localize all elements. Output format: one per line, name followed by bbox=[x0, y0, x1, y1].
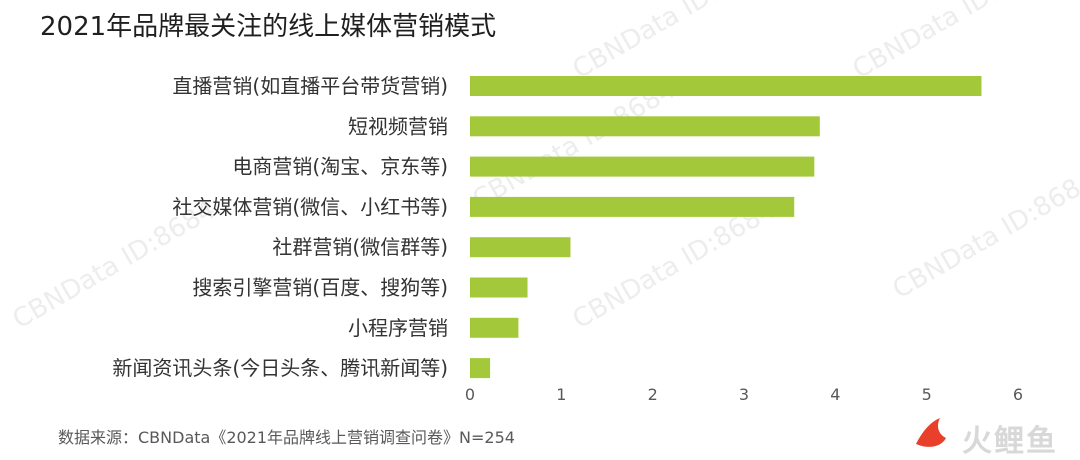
source-note: 数据来源：CBNData《2021年品牌线上营销调查问卷》N=254 bbox=[58, 428, 515, 447]
x-axis-tick-labels: 0 1 2 3 4 5 6 bbox=[465, 385, 1023, 404]
brand-logo: 火鲤鱼 bbox=[912, 410, 1056, 459]
bar bbox=[470, 76, 982, 96]
category-label: 短视频营销 bbox=[348, 114, 448, 138]
bar bbox=[470, 196, 795, 217]
category-label: 社交媒体营销(微信、小红书等) bbox=[172, 195, 448, 219]
category-label: 小程序营销 bbox=[348, 316, 448, 340]
category-label: 新闻资讯头条(今日头条、腾讯新闻等) bbox=[112, 356, 448, 380]
x-tick-label: 2 bbox=[648, 385, 658, 404]
category-label: 直播营销(如直播平台带货营销) bbox=[172, 74, 448, 98]
bars bbox=[470, 76, 982, 379]
bar bbox=[470, 317, 519, 338]
bar bbox=[470, 277, 528, 298]
x-tick-label: 5 bbox=[922, 385, 932, 404]
category-label: 电商营销(淘宝、京东等) bbox=[232, 155, 448, 179]
category-label: 搜索引擎营销(百度、搜狗等) bbox=[192, 276, 448, 300]
x-tick-label: 0 bbox=[465, 385, 475, 404]
bar bbox=[470, 156, 815, 177]
brand-name: 火鲤鱼 bbox=[962, 424, 1058, 459]
x-tick-label: 4 bbox=[830, 385, 840, 404]
category-label: 社群营销(微信群等) bbox=[272, 235, 448, 259]
fish-logo-icon bbox=[916, 418, 946, 447]
x-tick-label: 1 bbox=[556, 385, 566, 404]
bar bbox=[470, 116, 820, 137]
chart-title: 2021年品牌最关注的线上媒体营销模式 bbox=[40, 12, 497, 42]
bar bbox=[470, 358, 491, 379]
x-tick-label: 6 bbox=[1013, 385, 1023, 404]
bar bbox=[470, 237, 571, 258]
x-tick-label: 3 bbox=[739, 385, 749, 404]
